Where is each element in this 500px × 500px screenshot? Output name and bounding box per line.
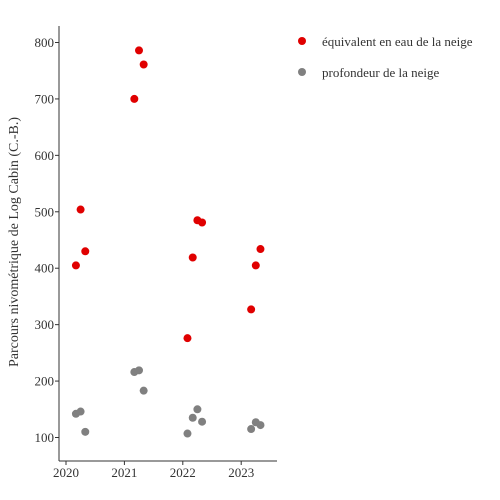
- data-point[interactable]: [193, 405, 202, 414]
- legend-marker: [298, 68, 306, 76]
- series-1: [71, 366, 265, 438]
- y-tick-label: 200: [35, 374, 55, 389]
- data-point[interactable]: [247, 425, 256, 434]
- data-point[interactable]: [76, 205, 85, 214]
- x-ticks: 2020 2021 2022 2023: [53, 461, 254, 480]
- series-0: [71, 46, 265, 343]
- x-tick-label: 2021: [111, 465, 137, 480]
- data-point[interactable]: [183, 429, 192, 438]
- data-point[interactable]: [198, 218, 207, 227]
- data-point[interactable]: [256, 421, 265, 430]
- legend-item[interactable]: équivalent en eau de la neige: [298, 34, 473, 49]
- data-point[interactable]: [198, 417, 207, 426]
- y-axis-label: Parcours nivométrique de Log Cabin (C.-B…: [7, 117, 22, 367]
- data-point[interactable]: [135, 366, 143, 375]
- data-point[interactable]: [183, 334, 192, 343]
- y-tick-label: 700: [35, 91, 55, 106]
- x-tick-label: 2022: [170, 465, 196, 480]
- y-tick-label: 100: [35, 430, 55, 445]
- data-point[interactable]: [188, 253, 197, 262]
- data-point[interactable]: [139, 386, 148, 395]
- y-ticks: 100 200 300 400 500 600 700 800: [35, 35, 59, 445]
- legend-marker: [298, 37, 306, 45]
- legend-item[interactable]: profondeur de la neige: [298, 65, 440, 80]
- data-point[interactable]: [81, 247, 90, 256]
- data-point[interactable]: [247, 305, 256, 314]
- data-point[interactable]: [256, 245, 265, 254]
- data-point[interactable]: [135, 46, 143, 55]
- y-tick-label: 300: [35, 317, 55, 332]
- y-tick-label: 400: [35, 261, 55, 276]
- legend-label: équivalent en eau de la neige: [322, 34, 473, 49]
- data-point[interactable]: [130, 94, 139, 103]
- data-point[interactable]: [76, 407, 85, 416]
- y-tick-label: 800: [35, 35, 55, 50]
- data-point[interactable]: [139, 60, 148, 69]
- data-point[interactable]: [251, 261, 260, 270]
- data-point[interactable]: [71, 261, 80, 270]
- axes: [58, 26, 277, 462]
- data-points: [71, 46, 265, 438]
- y-tick-label: 500: [35, 204, 55, 219]
- x-tick-label: 2020: [53, 465, 79, 480]
- legend[interactable]: équivalent en eau de la neige profondeur …: [298, 34, 473, 80]
- data-point[interactable]: [81, 427, 90, 436]
- legend-label: profondeur de la neige: [322, 65, 440, 80]
- x-tick-label: 2023: [228, 465, 254, 480]
- data-point[interactable]: [188, 413, 197, 422]
- y-tick-label: 600: [35, 148, 55, 163]
